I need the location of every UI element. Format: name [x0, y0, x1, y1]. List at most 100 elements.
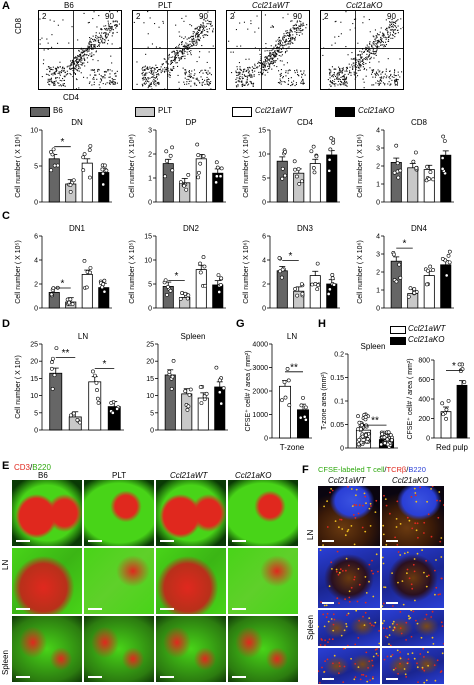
flow-event-dot	[270, 57, 272, 59]
data-point	[293, 287, 298, 291]
flow-event-dot	[78, 66, 80, 68]
flow-event-dot	[394, 29, 396, 31]
flow-event-dot	[97, 36, 99, 38]
flow-event-dot	[158, 83, 160, 85]
cell-speckle	[395, 518, 398, 520]
cell-speckle	[425, 559, 427, 562]
scale-bar	[322, 540, 334, 542]
flow-event-dot	[93, 81, 95, 83]
data-point	[329, 136, 334, 141]
flow-event-dot	[394, 36, 396, 38]
flow-event-dot	[287, 83, 289, 85]
flow-event-dot	[107, 22, 109, 24]
flow-event-dot	[97, 69, 99, 71]
flow-event-dot	[246, 78, 248, 80]
flow-event-dot	[83, 50, 85, 52]
flow-event-dot	[142, 69, 144, 71]
flow-event-dot	[88, 50, 90, 52]
flow-event-dot	[159, 68, 161, 70]
flow-event-dot	[143, 76, 145, 78]
flow-event-dot	[373, 84, 375, 86]
flow-event-dot	[240, 69, 242, 71]
flow-event-dot	[370, 52, 372, 54]
flow-event-dot	[173, 50, 175, 52]
flow-event-dot	[379, 78, 381, 80]
cell-speckle	[347, 486, 349, 488]
cell-speckle	[399, 611, 402, 613]
flow-event-dot	[235, 85, 237, 87]
cell-speckle	[431, 636, 434, 639]
flow-event-dot	[144, 75, 146, 77]
cell-speckle	[326, 658, 329, 661]
flow-event-dot	[53, 84, 55, 86]
cell-speckle	[403, 552, 406, 555]
cell-speckle	[348, 590, 351, 593]
flow-event-dot	[390, 75, 392, 77]
flow-event-dot	[183, 20, 185, 22]
flow-event-dot	[344, 78, 346, 80]
flow-event-dot	[257, 62, 259, 64]
flow-event-dot	[90, 69, 92, 71]
flow-event-dot	[104, 36, 106, 38]
flow-event-dot	[169, 74, 171, 76]
bar	[407, 167, 419, 203]
flow-event-dot	[236, 72, 238, 74]
flow-event-dot	[238, 77, 240, 79]
flow-event-dot	[115, 75, 117, 77]
flow-event-dot	[297, 74, 299, 76]
flow-event-dot	[170, 68, 172, 70]
flow-event-dot	[195, 36, 197, 38]
flow-event-dot	[114, 20, 116, 22]
flow-event-dot	[374, 73, 376, 75]
cell-speckle	[403, 668, 406, 670]
flow-event-dot	[69, 68, 71, 70]
flow-event-dot	[106, 82, 108, 84]
flow-event-dot	[186, 81, 188, 83]
flow-event-dot	[346, 76, 348, 78]
data-point	[109, 400, 114, 405]
quadrant-percent-tr: 90	[293, 12, 302, 21]
flow-event-dot	[74, 73, 76, 75]
flow-event-dot	[147, 11, 149, 13]
y-tick-label: 0.05	[330, 422, 344, 429]
flow-event-dot	[342, 78, 344, 80]
flow-event-dot	[363, 87, 365, 89]
flow-event-dot	[262, 71, 264, 73]
flow-event-dot	[260, 56, 262, 58]
flow-event-dot	[207, 11, 209, 13]
flow-event-dot	[203, 34, 205, 36]
flow-event-dot	[87, 46, 89, 48]
cell-speckle	[332, 629, 335, 632]
flow-event-dot	[346, 66, 348, 68]
flow-event-dot	[188, 70, 190, 72]
flow-event-dot	[52, 82, 54, 84]
flow-event-dot	[329, 84, 331, 86]
flow-event-dot	[380, 44, 382, 46]
cell-speckle	[422, 648, 425, 650]
flow-event-dot	[291, 31, 293, 33]
data-point	[165, 293, 169, 297]
flow-event-dot	[277, 47, 279, 49]
flow-event-dot	[57, 82, 59, 84]
flow-event-dot	[379, 38, 381, 40]
flow-event-dot	[186, 83, 188, 85]
flow-event-dot	[150, 70, 152, 72]
flow-event-dot	[268, 55, 270, 57]
significance-marker: *	[403, 239, 407, 250]
flow-event-dot	[291, 42, 293, 44]
cell-speckle	[397, 672, 399, 675]
data-point	[81, 168, 86, 173]
cell-speckle	[338, 526, 340, 529]
cell-speckle	[348, 600, 351, 603]
flow-event-dot	[250, 82, 252, 84]
data-point	[196, 153, 201, 157]
flow-event-dot	[164, 71, 166, 73]
flow-event-dot	[146, 72, 148, 74]
flow-event-dot	[92, 69, 94, 71]
flow-event-dot	[339, 67, 341, 69]
flow-event-dot	[118, 23, 120, 25]
flow-event-dot	[99, 81, 101, 83]
chart-title: DN3	[297, 224, 314, 233]
